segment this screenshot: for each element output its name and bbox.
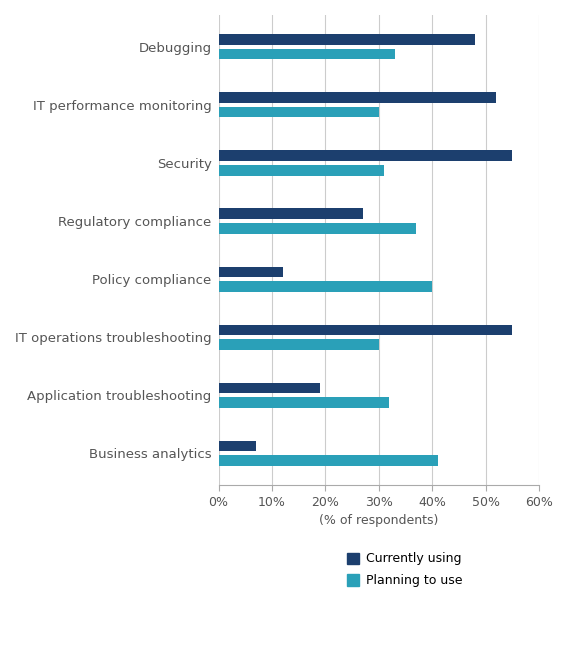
Bar bbox=[219, 223, 416, 233]
Bar bbox=[219, 49, 395, 59]
Bar bbox=[219, 339, 379, 349]
Bar bbox=[219, 35, 475, 45]
Bar bbox=[219, 267, 283, 277]
Bar bbox=[219, 441, 256, 451]
Bar bbox=[219, 281, 432, 291]
Bar bbox=[219, 93, 496, 103]
Bar bbox=[219, 397, 390, 408]
Bar bbox=[219, 209, 363, 219]
Bar bbox=[219, 107, 379, 117]
Bar bbox=[219, 383, 320, 393]
Legend: Currently using, Planning to use: Currently using, Planning to use bbox=[347, 552, 462, 587]
X-axis label: (% of respondents): (% of respondents) bbox=[319, 514, 438, 527]
Bar bbox=[219, 325, 512, 335]
Bar bbox=[219, 455, 437, 466]
Bar bbox=[219, 165, 384, 175]
Bar bbox=[219, 151, 512, 161]
